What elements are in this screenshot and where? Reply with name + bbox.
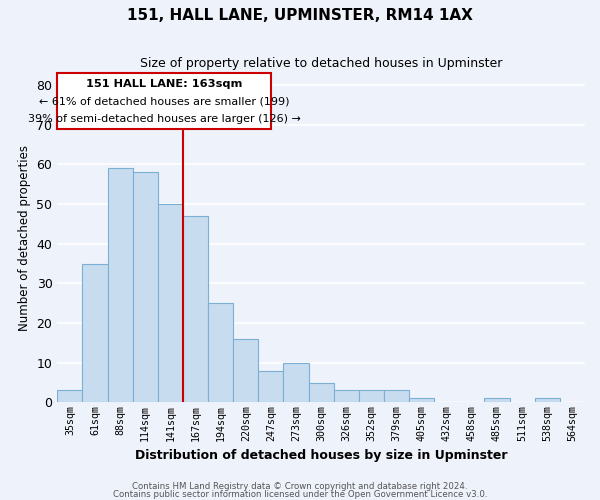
Bar — [409, 398, 434, 402]
Bar — [308, 382, 334, 402]
Bar — [133, 172, 158, 402]
Text: 151, HALL LANE, UPMINSTER, RM14 1AX: 151, HALL LANE, UPMINSTER, RM14 1AX — [127, 8, 473, 22]
Bar — [208, 303, 233, 402]
Bar — [58, 390, 82, 402]
Bar — [259, 370, 283, 402]
Bar — [283, 362, 308, 403]
Bar — [384, 390, 409, 402]
Text: 151 HALL LANE: 163sqm: 151 HALL LANE: 163sqm — [86, 79, 242, 89]
Title: Size of property relative to detached houses in Upminster: Size of property relative to detached ho… — [140, 58, 502, 70]
Bar — [359, 390, 384, 402]
Bar — [183, 216, 208, 402]
X-axis label: Distribution of detached houses by size in Upminster: Distribution of detached houses by size … — [135, 450, 508, 462]
Bar — [334, 390, 359, 402]
FancyBboxPatch shape — [58, 73, 271, 128]
Text: ← 61% of detached houses are smaller (199): ← 61% of detached houses are smaller (19… — [39, 96, 289, 106]
Bar — [535, 398, 560, 402]
Text: 39% of semi-detached houses are larger (126) →: 39% of semi-detached houses are larger (… — [28, 114, 301, 124]
Text: Contains HM Land Registry data © Crown copyright and database right 2024.: Contains HM Land Registry data © Crown c… — [132, 482, 468, 491]
Bar — [82, 264, 107, 402]
Y-axis label: Number of detached properties: Number of detached properties — [18, 144, 31, 330]
Text: Contains public sector information licensed under the Open Government Licence v3: Contains public sector information licen… — [113, 490, 487, 499]
Bar — [233, 339, 259, 402]
Bar — [484, 398, 509, 402]
Bar — [158, 204, 183, 402]
Bar — [107, 168, 133, 402]
